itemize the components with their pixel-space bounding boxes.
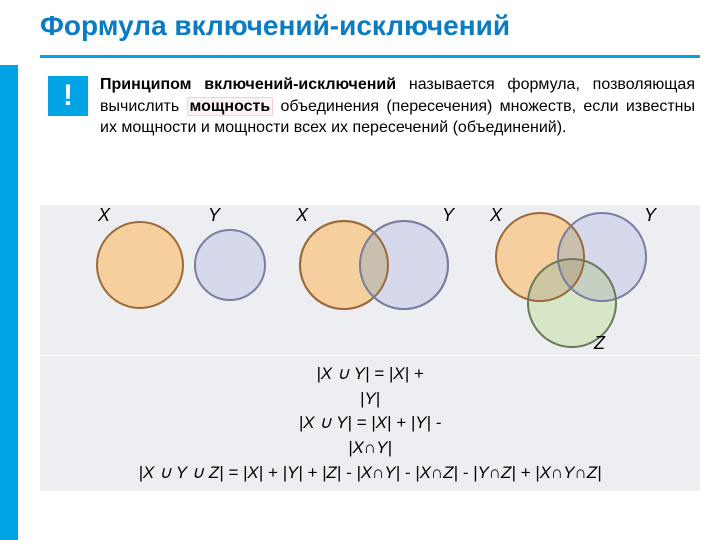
bang-icon: ! [48,76,88,116]
set1-label-x: X [98,205,110,226]
definition-keyword-1: Принципом включений-исключений [100,76,396,93]
page-title: Формула включений-исключений [40,10,510,42]
set2-venn [280,209,470,329]
set2-label-y: Y [442,205,454,226]
set1-circle-x [96,221,184,309]
formula-2a: |X ∪ Y| = |X| + |Y| - [44,411,696,436]
set1-circle-y [194,229,266,301]
set3-label-x: X [490,205,502,226]
formula-2b: |X∩Y| [44,436,696,461]
venn-figure-band: X Y X Y [40,205,700,355]
set2-label-x: X [296,205,308,226]
formulas-block: |X ∪ Y| = |X| + |Y| |X ∪ Y| = |X| + |Y| … [40,356,700,491]
formula-1b: |Y| [44,387,696,412]
formula-1a: |X ∪ Y| = |X| + [44,362,696,387]
accent-sidebar [0,65,18,540]
title-underline [40,55,700,58]
formula-3: |X ∪ Y ∪ Z| = |X| + |Y| + |Z| - |X∩Y| - … [44,461,696,486]
set3-label-z: Z [594,333,605,354]
definition-text: Принципом включений-исключений называетс… [100,74,695,139]
definition-keyword-2: мощность [187,97,274,116]
set1-label-y: Y [208,205,220,226]
set3-label-y: Y [644,205,656,226]
set3-venn [478,205,678,355]
